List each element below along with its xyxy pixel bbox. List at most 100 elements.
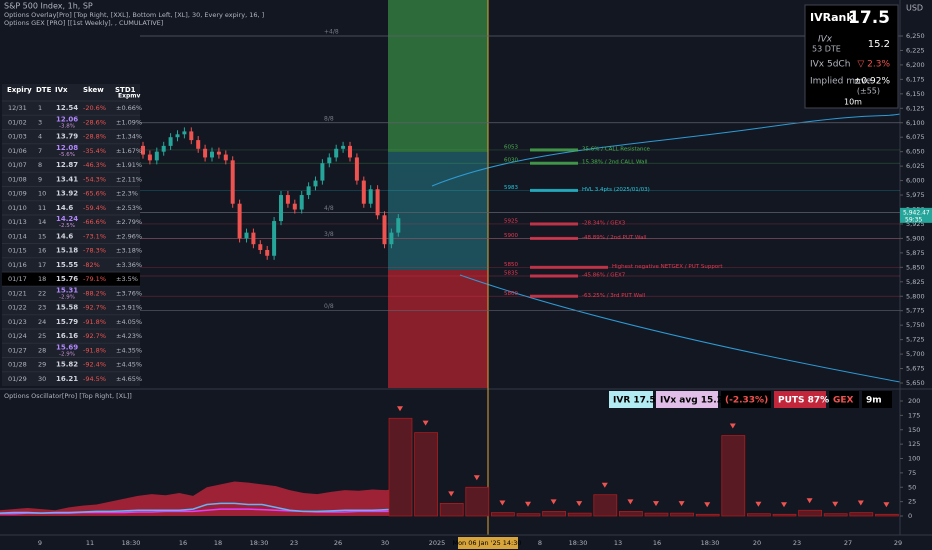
level-text: HVL 3.4pts (2025/01/03) <box>582 187 650 193</box>
cell-dte: 28 <box>38 346 46 354</box>
candle-body <box>299 195 304 210</box>
cell-ivx: 15.18 <box>56 247 78 255</box>
last-price-tag <box>900 207 932 223</box>
table-header: STD1 <box>115 86 136 94</box>
ch-value: ▽ 2.3% <box>857 60 890 70</box>
osc-bar <box>695 513 720 517</box>
put-zone <box>388 270 488 388</box>
x-tick-label: 16 <box>653 539 661 547</box>
candle-body <box>313 180 318 187</box>
cell-ivx: 16.16 <box>56 332 78 340</box>
y-tick-label: 5,675 <box>906 365 925 373</box>
level-text: -48.89% / 2nd PUT Wall <box>582 235 647 241</box>
badge <box>656 391 718 408</box>
marker <box>806 498 813 504</box>
symbol: S&P 500 Index, 1h, SP <box>4 2 93 11</box>
y-tick-label: 5,875 <box>906 249 925 257</box>
osc-bar <box>721 435 746 517</box>
cell-skew: -94.5% <box>83 375 106 383</box>
x-tick-label: 18:30 <box>569 539 588 547</box>
cell-expiry: 01/13 <box>8 218 27 226</box>
cell-dte: 11 <box>38 204 46 212</box>
cell-std: ±2.3% <box>116 190 138 198</box>
x-tick-label: 26 <box>334 539 342 547</box>
level-bar <box>530 188 578 192</box>
cell-std: ±3.36% <box>116 261 142 269</box>
y-tick-label: 5,700 <box>906 350 925 358</box>
candle-body <box>141 145 145 155</box>
candle-body <box>341 145 346 149</box>
ivx-label: IVx <box>818 35 833 45</box>
cell-std: ±4.35% <box>116 346 142 354</box>
marker <box>755 501 762 507</box>
y-tick-label: 5,925 <box>906 220 925 228</box>
osc-bar <box>772 513 797 517</box>
cell-ivx: 15.79 <box>56 318 78 326</box>
x-tick-label: 2025 <box>429 539 446 547</box>
cell-expiry: 01/07 <box>8 161 27 169</box>
cell-expiry: 01/22 <box>8 304 27 312</box>
cell-std: ±3.18% <box>116 247 142 255</box>
marker <box>499 500 506 506</box>
y-tick-label: 6,050 <box>906 148 925 156</box>
candle-body <box>216 151 221 155</box>
y-tick-label: 6,100 <box>906 119 925 127</box>
osc-bar <box>747 513 771 517</box>
candle-body <box>230 160 235 204</box>
x-tick-label: 23 <box>793 539 801 547</box>
cell-ivx: 13.92 <box>56 190 78 198</box>
osc-bar <box>542 511 566 517</box>
level-bar <box>530 294 578 298</box>
cell-dte: 1 <box>38 104 42 112</box>
cell-std: ±2.79% <box>116 218 142 226</box>
upper-projection <box>431 113 901 187</box>
candle-body <box>389 232 394 245</box>
timer: 10m <box>844 98 862 107</box>
cell-dte: 10 <box>38 190 46 198</box>
x-tick-label: 30 <box>381 539 389 547</box>
cell-ivx: 12.87 <box>56 161 78 169</box>
osc-tick-label: 100 <box>908 455 920 463</box>
table-header: Skew <box>83 86 104 94</box>
level-value: 6030 <box>504 158 518 164</box>
level-bar <box>530 148 578 152</box>
level-value: 5900 <box>504 233 518 239</box>
level-bar <box>530 236 578 240</box>
x-tick-label: 20 <box>753 539 761 547</box>
candle-body <box>244 232 249 239</box>
level-value: 5800 <box>504 291 518 297</box>
level-value: 5983 <box>504 185 518 191</box>
x-tick-label: 29 <box>894 539 902 547</box>
candle-body <box>223 154 228 161</box>
x-tick-label: 13 <box>614 539 622 547</box>
osc-tick-label: 0 <box>908 512 912 520</box>
candle-body <box>272 221 277 256</box>
murrey-label: 0/8 <box>324 303 334 310</box>
cell-ivx: 14.6 <box>56 204 73 212</box>
osc-bar <box>516 513 541 517</box>
cell-ivx: 15.31 <box>56 286 78 294</box>
level-value: 5850 <box>504 262 518 268</box>
candle-body <box>327 157 332 164</box>
cell-skew: -54.3% <box>83 175 106 183</box>
marker <box>397 406 403 412</box>
osc-bar <box>823 513 848 517</box>
candle-body <box>320 163 325 181</box>
cell-ivx: 12.08 <box>56 144 78 152</box>
osc-bar <box>670 512 694 517</box>
cell-std: ±4.23% <box>116 332 142 340</box>
indicator-label: Options Overlay[Pro] [Top Right, [XXL], … <box>4 11 264 19</box>
cell-skew: -20.6% <box>83 104 106 112</box>
osc-tick-label: 150 <box>908 426 920 434</box>
cell-expiry: 01/02 <box>8 118 27 126</box>
murrey-label: +4/8 <box>324 29 339 36</box>
cell-dte: 15 <box>38 232 46 240</box>
osc-bar <box>619 511 643 517</box>
cell-ivx: 14.24 <box>56 215 78 223</box>
candle-body <box>292 203 297 210</box>
cell-std: ±4.65% <box>116 375 142 383</box>
level-text: 35.6% / CALL Resistance <box>582 146 651 152</box>
cell-ivx: 12.54 <box>56 104 78 112</box>
cell-expiry: 12/31 <box>8 104 27 112</box>
